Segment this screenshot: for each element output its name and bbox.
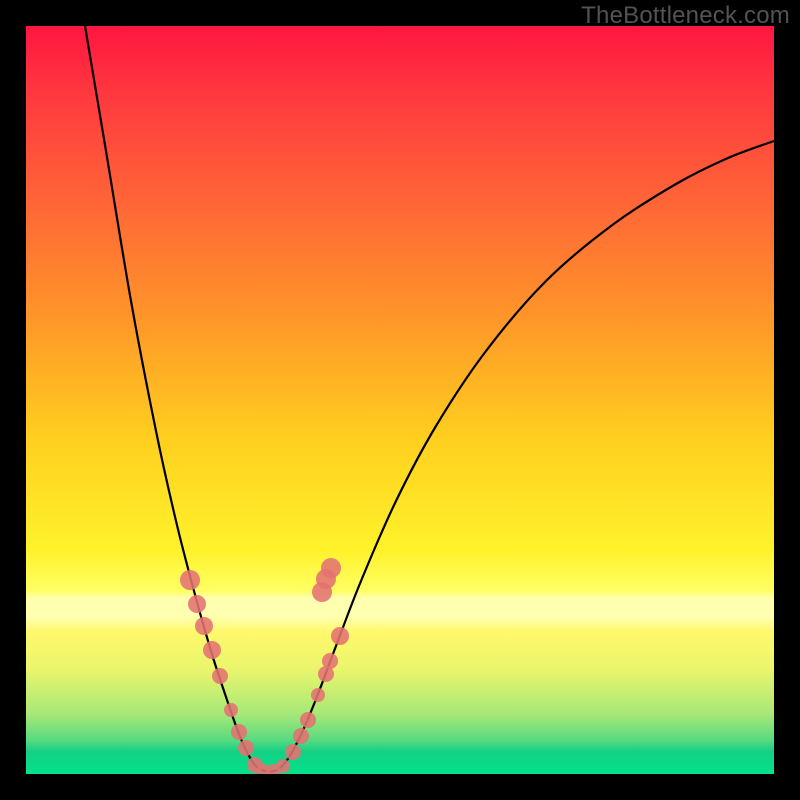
curve-layer (26, 26, 774, 774)
plot-area (26, 26, 774, 774)
marker-point (293, 728, 309, 744)
marker-point (331, 627, 349, 645)
marker-point (224, 703, 238, 717)
marker-point (321, 558, 341, 578)
watermark-text: TheBottleneck.com (581, 2, 790, 30)
bottleneck-curve (85, 26, 774, 772)
marker-point (322, 653, 338, 669)
chart-frame: TheBottleneck.com (0, 0, 800, 800)
marker-point (300, 712, 316, 728)
marker-point (195, 617, 213, 635)
marker-point (188, 595, 206, 613)
marker-point (238, 740, 254, 756)
marker-point (276, 759, 290, 773)
marker-point (180, 570, 200, 590)
marker-point (212, 668, 228, 684)
marker-point (311, 688, 325, 702)
marker-group (180, 558, 349, 774)
marker-point (203, 641, 221, 659)
marker-point (285, 744, 301, 760)
marker-point (231, 724, 247, 740)
